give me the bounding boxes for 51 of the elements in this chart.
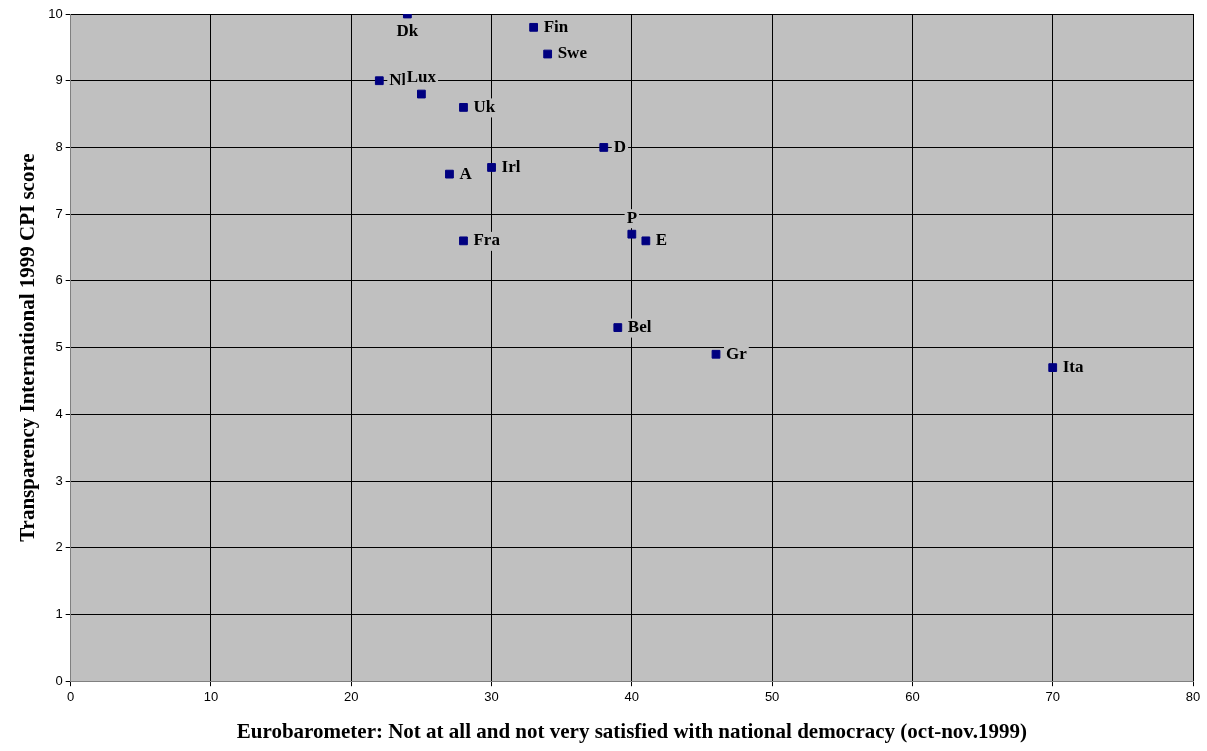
y-tick-label: 6 xyxy=(55,272,63,288)
annotation: Bel xyxy=(627,316,652,336)
x-tick-label: 20 xyxy=(344,688,359,704)
x-tick-label: 0 xyxy=(67,688,75,704)
point xyxy=(459,103,468,112)
annotation: Dk xyxy=(396,21,419,41)
point xyxy=(487,163,496,172)
y-tick-label: 2 xyxy=(55,539,63,555)
annotation: Nl xyxy=(389,70,407,90)
y-tick-label: 8 xyxy=(55,139,63,155)
point xyxy=(459,236,468,246)
annotation: Fin xyxy=(543,16,569,36)
point xyxy=(417,89,426,99)
annotation: P xyxy=(626,207,638,227)
y-tick-label: 10 xyxy=(48,5,63,21)
point xyxy=(1048,363,1058,373)
point xyxy=(543,49,553,59)
point xyxy=(627,229,637,239)
annotation: Fra xyxy=(473,230,501,250)
y-tick-label: 0 xyxy=(55,672,63,688)
x-tick-label: 70 xyxy=(1045,688,1060,704)
annotation: Swe xyxy=(557,43,588,63)
point xyxy=(445,169,454,179)
x-tick-label: 60 xyxy=(905,688,920,704)
x-tick-label: 50 xyxy=(764,688,780,704)
point xyxy=(529,22,539,32)
x-tick-label: 10 xyxy=(203,688,219,704)
y-tick-label: 7 xyxy=(55,205,63,221)
point xyxy=(613,323,623,332)
y-tick-label: 9 xyxy=(55,72,63,88)
y-tick-label: 3 xyxy=(55,472,63,488)
annotation: Irl xyxy=(501,156,521,176)
point xyxy=(599,143,609,152)
x-tick-label: 30 xyxy=(484,688,499,704)
y-tick-label: 5 xyxy=(55,339,63,355)
x-axis-title: Eurobarometer: Not at all and not very satisfied with national democracy (oct-nov.1999) xyxy=(236,718,1027,743)
annotation: Ita xyxy=(1062,357,1084,377)
point xyxy=(711,349,721,359)
annotation: Lux xyxy=(406,67,437,87)
x-tick-label: 80 xyxy=(1185,688,1201,704)
y-axis-title: Transparency International 1999 CPI score xyxy=(15,153,40,542)
annotation: Gr xyxy=(726,343,748,363)
annotation: A xyxy=(459,163,473,183)
y-tick-label: 4 xyxy=(55,405,63,421)
annotation: E xyxy=(655,230,668,250)
point xyxy=(374,76,384,86)
x-tick-label: 40 xyxy=(624,688,640,704)
annotation: Uk xyxy=(473,96,496,116)
point xyxy=(641,236,651,246)
annotation: D xyxy=(613,136,627,156)
y-tick-label: 1 xyxy=(55,606,63,622)
